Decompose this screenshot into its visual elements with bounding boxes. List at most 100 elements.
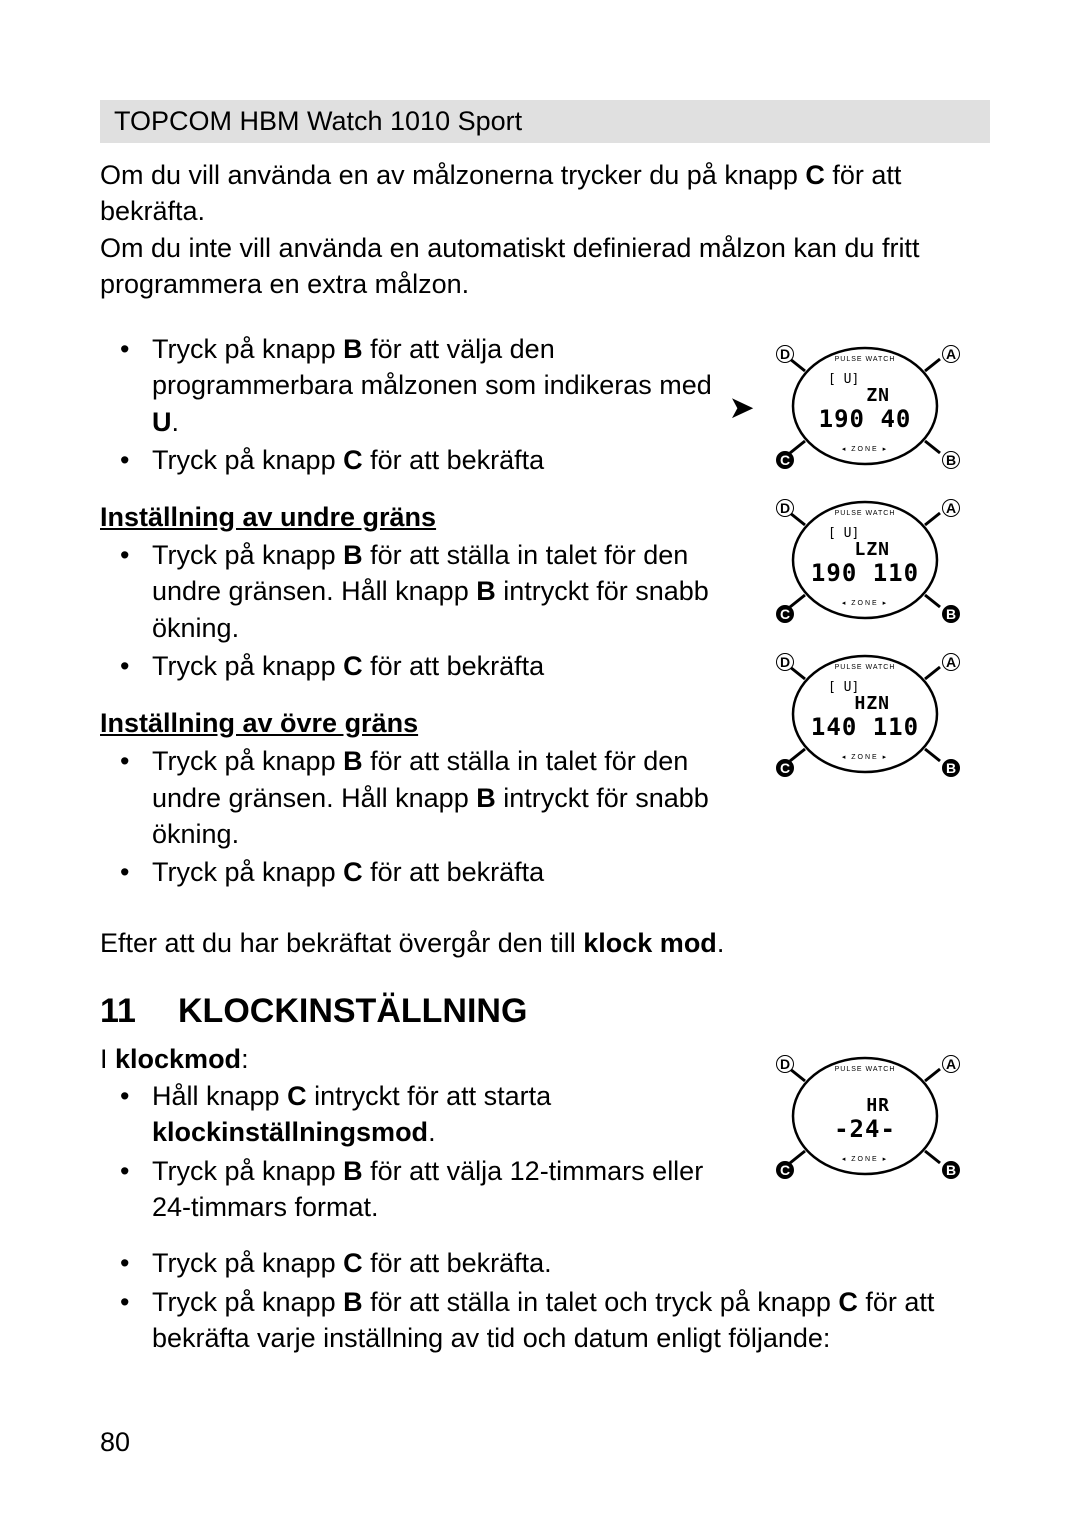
button-label-b: B [942, 759, 960, 777]
key-b: B [343, 540, 363, 570]
key-c: C [343, 857, 363, 887]
key-c: C [838, 1287, 858, 1317]
key-c: C [343, 1248, 363, 1278]
svg-text:140 110: 140 110 [811, 713, 919, 741]
list-item: Tryck på knapp C för att bekräfta [100, 854, 740, 890]
watch-diagram: PULSE WATCH [ U] LZN 190 110 ◂ ZONE ▸ D … [760, 485, 970, 635]
text: Tryck på knapp [152, 445, 343, 475]
text: Om du inte vill använda en automatiskt d… [100, 233, 919, 299]
button-label-d: D [776, 345, 794, 363]
text: . [428, 1117, 436, 1147]
svg-text:◂ ZONE ▸: ◂ ZONE ▸ [842, 600, 888, 607]
text: Efter att du har bekräftat övergår den t… [100, 928, 583, 958]
list-item: Tryck på knapp B för att ställa in talet… [100, 743, 740, 852]
text: för att bekräfta [363, 445, 545, 475]
text: Tryck på knapp [152, 746, 343, 776]
button-label-d: D [776, 499, 794, 517]
key-b: B [343, 334, 363, 364]
text: : [241, 1044, 249, 1074]
key-b: B [476, 783, 496, 813]
chapter-title: KLOCKINSTÄLLNING [178, 992, 527, 1030]
text: för att ställa in talet och tryck på kna… [363, 1287, 839, 1317]
key-u: U [152, 407, 172, 437]
svg-text:190 40: 190 40 [819, 405, 912, 433]
key-b: B [343, 1156, 363, 1186]
text: för att bekräfta [363, 651, 545, 681]
svg-text:-24-: -24- [834, 1115, 896, 1143]
key-b: B [343, 746, 363, 776]
page-number: 80 [100, 1427, 130, 1458]
button-label-b: B [942, 451, 960, 469]
watch-diagram-stack: PULSE WATCH [ U] ZN 190 40 ◂ ZONE ▸ D A … [760, 331, 990, 911]
text: Tryck på knapp [152, 540, 343, 570]
svg-text:◂ ZONE ▸: ◂ ZONE ▸ [842, 1156, 888, 1163]
text: Håll knapp [152, 1081, 287, 1111]
text: I [100, 1044, 115, 1074]
svg-text:ZN: ZN [866, 385, 890, 406]
svg-text:PULSE WATCH: PULSE WATCH [835, 356, 896, 363]
text: Om du vill använda en av målzonerna tryc… [100, 160, 805, 190]
svg-text:190 110: 190 110 [811, 559, 919, 587]
text: Tryck på knapp [152, 1248, 343, 1278]
text: för att bekräfta. [363, 1248, 552, 1278]
intro-paragraph: Om du vill använda en av målzonerna tryc… [100, 157, 990, 303]
button-label-c: C [776, 451, 794, 469]
svg-text:◂ ZONE ▸: ◂ ZONE ▸ [842, 754, 888, 761]
watch-diagram: PULSE WATCH [ U] ZN 190 40 ◂ ZONE ▸ D A … [760, 331, 970, 481]
text: för att bekräfta [363, 857, 545, 887]
list-item: Tryck på knapp B för att ställa in talet… [100, 1284, 990, 1357]
key-b: B [476, 576, 496, 606]
list-item: Tryck på knapp C för att bekräfta [100, 648, 740, 684]
button-label-d: D [776, 653, 794, 671]
button-label-a: A [942, 653, 960, 671]
list-item: Tryck på knapp C för att bekräfta [100, 442, 740, 478]
list-item: Tryck på knapp B för att välja 12-timmar… [100, 1153, 740, 1226]
bold-text: klockinställningsmod [152, 1117, 428, 1147]
text: Tryck på knapp [152, 1156, 343, 1186]
button-label-b: B [942, 605, 960, 623]
button-label-a: A [942, 499, 960, 517]
bold-text: klockmod [115, 1044, 241, 1074]
svg-text:◂ ZONE ▸: ◂ ZONE ▸ [842, 446, 888, 453]
svg-text:[ U]: [ U] [828, 372, 859, 387]
chapter-heading: 11KLOCKINSTÄLLNING [100, 989, 990, 1035]
chapter-number: 11 [100, 989, 178, 1035]
clock-intro: I klockmod: [100, 1041, 740, 1077]
svg-text:PULSE WATCH: PULSE WATCH [835, 510, 896, 517]
after-paragraph: Efter att du har bekräftat övergår den t… [100, 925, 990, 961]
svg-text:LZN: LZN [854, 539, 890, 560]
text: . [172, 407, 180, 437]
watch-diagram-clock: PULSE WATCH HR -24- ◂ ZONE ▸ D A C B [760, 1041, 990, 1245]
list-item: Tryck på knapp B för att ställa in talet… [100, 537, 740, 646]
text: Tryck på knapp [152, 857, 343, 887]
section-heading-high: Inställning av övre gräns [100, 705, 740, 741]
svg-text:HR: HR [866, 1095, 890, 1116]
key-c: C [805, 160, 825, 190]
list-item: Tryck på knapp B för att välja den progr… [100, 331, 740, 440]
bullet-list: Tryck på knapp B för att ställa in talet… [100, 743, 740, 891]
svg-text:PULSE WATCH: PULSE WATCH [835, 1066, 896, 1073]
watch-diagram: PULSE WATCH HR -24- ◂ ZONE ▸ D A C B [760, 1041, 970, 1191]
list-item: Håll knapp C intryckt för att starta klo… [100, 1078, 740, 1151]
key-c: C [343, 651, 363, 681]
text: Tryck på knapp [152, 334, 343, 364]
manual-header: TOPCOM HBM Watch 1010 Sport [100, 100, 990, 143]
key-c: C [343, 445, 363, 475]
key-b: B [343, 1287, 363, 1317]
bold-text: klock mod [583, 928, 717, 958]
bullet-list: Tryck på knapp B för att välja den progr… [100, 331, 740, 479]
bullet-list: Håll knapp C intryckt för att starta klo… [100, 1078, 740, 1226]
button-label-c: C [776, 759, 794, 777]
list-item: Tryck på knapp C för att bekräfta. [100, 1245, 990, 1281]
pointer-arrow-icon: ➤ [730, 389, 753, 427]
svg-text:HZN: HZN [854, 693, 890, 714]
text: Tryck på knapp [152, 651, 343, 681]
svg-text:PULSE WATCH: PULSE WATCH [835, 664, 896, 671]
key-c: C [287, 1081, 307, 1111]
watch-diagram: PULSE WATCH [ U] HZN 140 110 ◂ ZONE ▸ D … [760, 639, 970, 789]
button-label-c: C [776, 605, 794, 623]
button-label-a: A [942, 345, 960, 363]
text: Tryck på knapp [152, 1287, 343, 1317]
bullet-list: Tryck på knapp C för att bekräfta. Tryck… [100, 1245, 990, 1356]
section-heading-low: Inställning av undre gräns [100, 499, 740, 535]
